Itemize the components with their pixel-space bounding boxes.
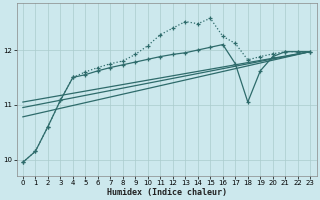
X-axis label: Humidex (Indice chaleur): Humidex (Indice chaleur): [107, 188, 227, 197]
